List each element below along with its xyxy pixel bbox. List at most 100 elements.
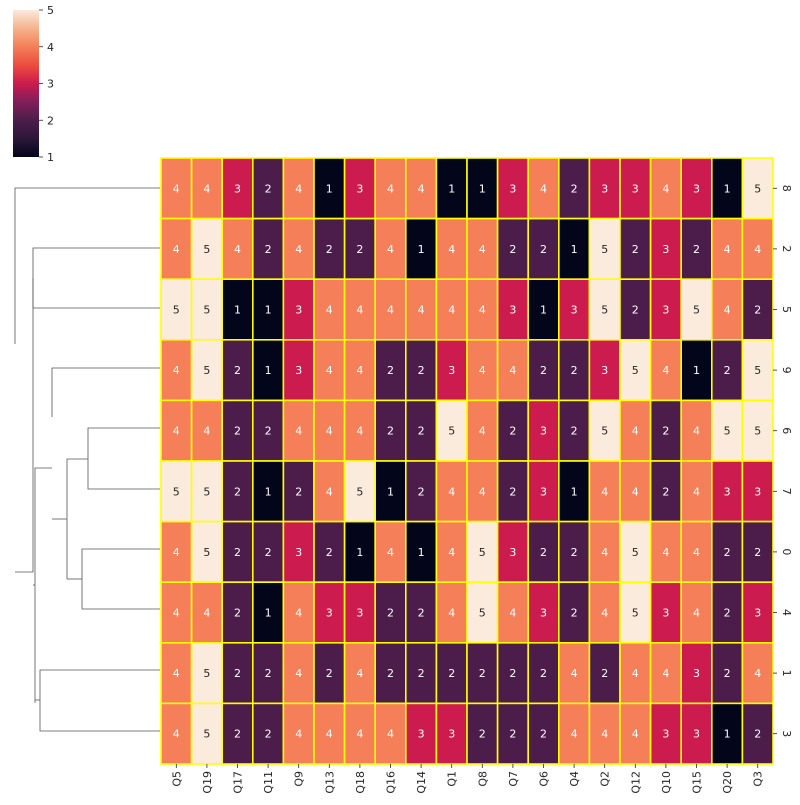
cell-value-label: 1	[540, 304, 547, 317]
cell-value-label: 4	[693, 485, 700, 498]
column-label: Q8	[476, 771, 489, 787]
cell-value-label: 4	[326, 304, 333, 317]
column-label: Q4	[568, 771, 581, 787]
heatmap-cell	[527, 217, 560, 281]
cell-value-label: 5	[203, 546, 210, 559]
cell-value-label: 4	[632, 728, 639, 741]
cell-value-label: 3	[509, 304, 516, 317]
cell-value-label: 2	[387, 425, 394, 438]
heatmap-cell	[313, 460, 346, 523]
dendrogram-link	[32, 247, 160, 308]
cell-value-label: 3	[540, 425, 547, 438]
cell-value-label: 5	[754, 425, 761, 438]
cell-value-label: 4	[693, 546, 700, 559]
cell-value-label: 2	[265, 425, 272, 438]
heatmap-cell	[496, 702, 530, 765]
cell-value-label: 4	[295, 425, 302, 438]
heatmap-cell	[557, 520, 591, 583]
heatmap-cell	[404, 460, 438, 523]
column-label: Q15	[691, 771, 704, 794]
cell-value-label: 4	[479, 485, 486, 498]
cell-value-label: 2	[326, 546, 333, 559]
heatmap-cell	[496, 460, 530, 523]
cell-value-label: 5	[448, 425, 455, 438]
cell-value-label: 5	[203, 728, 210, 741]
cell-value-label: 3	[326, 607, 333, 620]
cell-value-label: 4	[540, 182, 547, 195]
heatmap-cell	[741, 157, 774, 220]
heatmap-cell	[313, 641, 346, 705]
cell-value-label: 5	[203, 364, 210, 377]
heatmap-cell	[252, 278, 285, 341]
cell-value-label: 3	[662, 607, 669, 620]
cell-value-label: 4	[601, 607, 608, 620]
heatmap-cell	[252, 338, 285, 402]
cell-value-label: 2	[387, 364, 394, 377]
cell-value-label: 2	[662, 425, 669, 438]
heatmap-cell	[160, 399, 193, 462]
column-label: Q11	[262, 771, 275, 794]
heatmap-cell	[557, 581, 591, 644]
cell-value-label: 2	[509, 485, 516, 498]
cell-value-label: 3	[295, 304, 302, 317]
cell-value-label: 1	[571, 243, 578, 256]
cell-value-label: 2	[448, 667, 455, 680]
cell-value-label: 3	[693, 182, 700, 195]
cell-value-label: 4	[173, 364, 180, 377]
heatmap-cell	[680, 157, 713, 220]
heatmap-cell	[190, 338, 224, 402]
cell-value-label: 4	[479, 364, 486, 377]
heatmap-cell	[710, 581, 744, 644]
heatmap-cell	[374, 217, 407, 281]
cell-value-label: 2	[571, 546, 578, 559]
row-label: 9	[780, 367, 793, 374]
heatmap-cell	[190, 641, 224, 705]
heatmap-cell	[466, 581, 499, 644]
heatmap-cell	[466, 460, 499, 523]
cell-value-label: 3	[509, 182, 516, 195]
heatmap-cell	[343, 641, 377, 705]
heatmap-cell	[190, 157, 224, 220]
cell-value-label: 4	[662, 182, 669, 195]
cell-value-label: 4	[356, 364, 363, 377]
heatmap-cell	[741, 520, 774, 583]
cell-value-label: 3	[571, 304, 578, 317]
cell-value-label: 1	[265, 304, 272, 317]
cell-value-label: 3	[724, 485, 731, 498]
row-label: 0	[780, 548, 793, 555]
heatmap-cell	[710, 278, 744, 341]
cell-value-label: 4	[418, 182, 425, 195]
cell-value-label: 1	[265, 607, 272, 620]
cell-value-label: 2	[540, 243, 547, 256]
cell-value-label: 4	[448, 607, 455, 620]
cell-value-label: 1	[418, 546, 425, 559]
cell-value-label: 2	[265, 182, 272, 195]
heatmap-cell	[160, 217, 193, 281]
cell-value-label: 3	[754, 485, 761, 498]
colorbar: 1 2 3 4 5	[13, 4, 54, 164]
cell-value-label: 2	[326, 667, 333, 680]
cell-value-label: 4	[693, 607, 700, 620]
cell-value-label: 4	[387, 546, 394, 559]
cell-value-label: 4	[448, 485, 455, 498]
heatmap-cell	[680, 641, 713, 705]
cell-value-label: 3	[540, 485, 547, 498]
cell-value-label: 4	[601, 728, 608, 741]
cell-value-label: 3	[540, 607, 547, 620]
heatmap-cell	[557, 399, 591, 462]
row-label: 4	[780, 609, 793, 616]
heatmap-cell	[374, 702, 407, 765]
cell-value-label: 2	[632, 243, 639, 256]
cell-value-label: 4	[662, 667, 669, 680]
heatmap-cell	[313, 157, 346, 220]
heatmap-cell	[588, 399, 621, 462]
cell-value-label: 3	[632, 182, 639, 195]
column-label: Q2	[599, 771, 612, 787]
heatmap-cell	[588, 702, 621, 765]
cell-value-label: 4	[724, 304, 731, 317]
cell-value-label: 4	[173, 667, 180, 680]
column-label: Q18	[354, 771, 367, 794]
cell-value-label: 1	[387, 485, 394, 498]
heatmap-cell	[496, 338, 530, 402]
cell-value-label: 2	[387, 667, 394, 680]
